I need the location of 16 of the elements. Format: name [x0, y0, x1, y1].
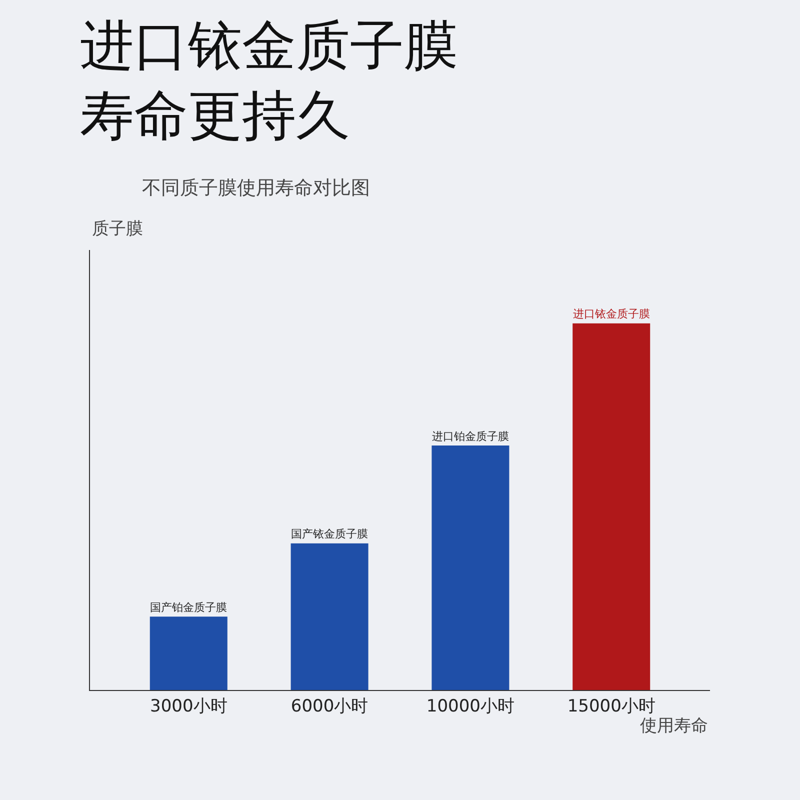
- bar: [572, 323, 650, 690]
- x-tick-label: 进口铂金质子膜: [432, 430, 509, 443]
- x-tick-label: 国产铂金质子膜: [150, 600, 228, 614]
- bar: [290, 543, 368, 690]
- bar: [432, 446, 510, 690]
- data-label: 3000小时: [150, 696, 228, 716]
- x-axis-title: 使用寿命: [640, 716, 708, 736]
- data-label: 15000小时: [567, 696, 656, 716]
- y-axis-title: 质子膜: [92, 219, 143, 239]
- x-tick-label: 国产铱金质子膜: [291, 528, 368, 541]
- bar: [150, 616, 228, 690]
- x-tick-label: 进口铱金质子膜: [572, 308, 650, 321]
- data-label: 10000小时: [426, 696, 514, 716]
- data-label: 6000小时: [290, 696, 368, 716]
- chart-subtitle: 不同质子膜使用寿命对比图: [142, 177, 370, 199]
- chart-title: 进口铱金质子膜寿命更持久: [80, 14, 458, 148]
